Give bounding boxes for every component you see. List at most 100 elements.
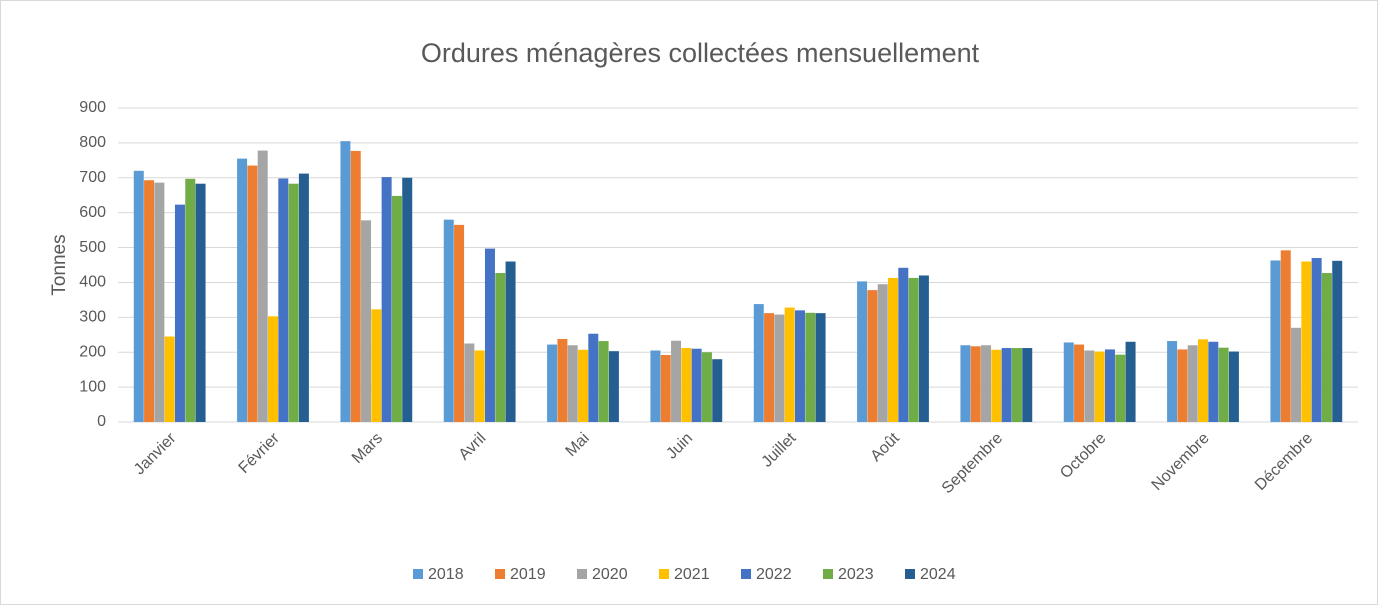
legend-swatch — [741, 569, 751, 579]
bar — [174, 204, 185, 422]
bar — [237, 158, 248, 423]
legend-swatch — [495, 569, 505, 579]
bar — [1280, 250, 1291, 422]
bar — [391, 195, 402, 422]
bar — [340, 141, 351, 422]
legend-swatch — [659, 569, 669, 579]
bar — [144, 180, 155, 422]
bar — [164, 336, 175, 422]
bar — [588, 333, 599, 422]
bar — [1074, 344, 1085, 422]
bar — [454, 224, 465, 422]
bar — [484, 248, 495, 422]
bar — [1104, 349, 1115, 422]
bar — [815, 313, 826, 422]
legend-label: 2021 — [674, 566, 710, 583]
bar — [650, 350, 661, 422]
y-tick-label: 800 — [79, 134, 106, 151]
bar — [1177, 349, 1188, 422]
bar — [1063, 342, 1074, 422]
bar — [774, 314, 785, 422]
bar — [288, 183, 299, 422]
bar — [867, 290, 878, 422]
bar — [1332, 260, 1343, 422]
legend-label: 2022 — [756, 566, 792, 583]
bar — [660, 355, 671, 422]
y-tick-label: 900 — [79, 99, 106, 116]
bar — [298, 173, 309, 422]
bar — [1208, 341, 1219, 422]
bar — [671, 340, 682, 422]
bar — [361, 220, 372, 422]
bar — [578, 349, 588, 422]
bar — [608, 351, 619, 422]
bar — [154, 182, 165, 422]
bar — [495, 273, 506, 422]
bar — [991, 349, 1002, 422]
bar — [1167, 341, 1178, 422]
bar — [1311, 258, 1322, 422]
y-tick-label: 300 — [79, 309, 106, 326]
y-tick-label: 200 — [79, 343, 106, 360]
bar — [1291, 327, 1302, 422]
bar — [753, 304, 764, 422]
bar — [133, 170, 144, 422]
bar — [567, 345, 578, 422]
bar — [691, 348, 702, 422]
bar — [402, 177, 413, 422]
bar — [981, 345, 992, 422]
bar — [1125, 341, 1136, 422]
chart-title: Ordures ménagères collectées mensuelleme… — [421, 38, 980, 68]
bar — [712, 359, 723, 422]
y-tick-label: 600 — [79, 204, 106, 221]
bar — [195, 183, 206, 422]
bar — [805, 312, 816, 422]
bar — [1321, 273, 1332, 422]
bar — [918, 275, 929, 422]
bar — [1187, 345, 1198, 422]
bar — [350, 150, 361, 422]
bar — [547, 344, 558, 422]
legend-swatch — [413, 569, 423, 579]
bar — [970, 346, 981, 422]
bar — [1094, 351, 1105, 422]
y-tick-label: 500 — [79, 239, 106, 256]
y-tick-label: 0 — [97, 413, 106, 430]
bar — [1001, 348, 1012, 422]
bar — [877, 284, 888, 422]
bar — [681, 348, 692, 422]
bar — [701, 352, 712, 422]
legend-label: 2019 — [510, 566, 546, 583]
bar — [371, 309, 382, 422]
legend-label: 2023 — [838, 566, 874, 583]
bar — [857, 281, 868, 422]
bar — [474, 350, 485, 422]
y-tick-label: 400 — [79, 274, 106, 291]
bar — [898, 267, 909, 422]
bar — [1022, 348, 1033, 422]
legend-label: 2024 — [920, 566, 956, 583]
bar — [784, 307, 795, 422]
y-axis-label: Tonnes — [49, 234, 70, 295]
bar — [257, 150, 268, 422]
bar — [557, 338, 568, 422]
bar — [185, 178, 196, 422]
bar — [443, 219, 454, 422]
legend-swatch — [823, 569, 833, 579]
bar — [1228, 351, 1239, 422]
legend-swatch — [577, 569, 587, 579]
bar — [1218, 347, 1229, 422]
bar — [1301, 261, 1312, 422]
bar — [1115, 354, 1126, 422]
bar — [764, 313, 775, 422]
legend-swatch — [905, 569, 915, 579]
bar — [794, 310, 805, 422]
bar — [960, 345, 971, 422]
bar — [505, 261, 516, 422]
y-tick-label: 100 — [79, 378, 106, 395]
bar — [464, 343, 475, 422]
bar — [1198, 339, 1208, 422]
bar — [247, 165, 258, 423]
